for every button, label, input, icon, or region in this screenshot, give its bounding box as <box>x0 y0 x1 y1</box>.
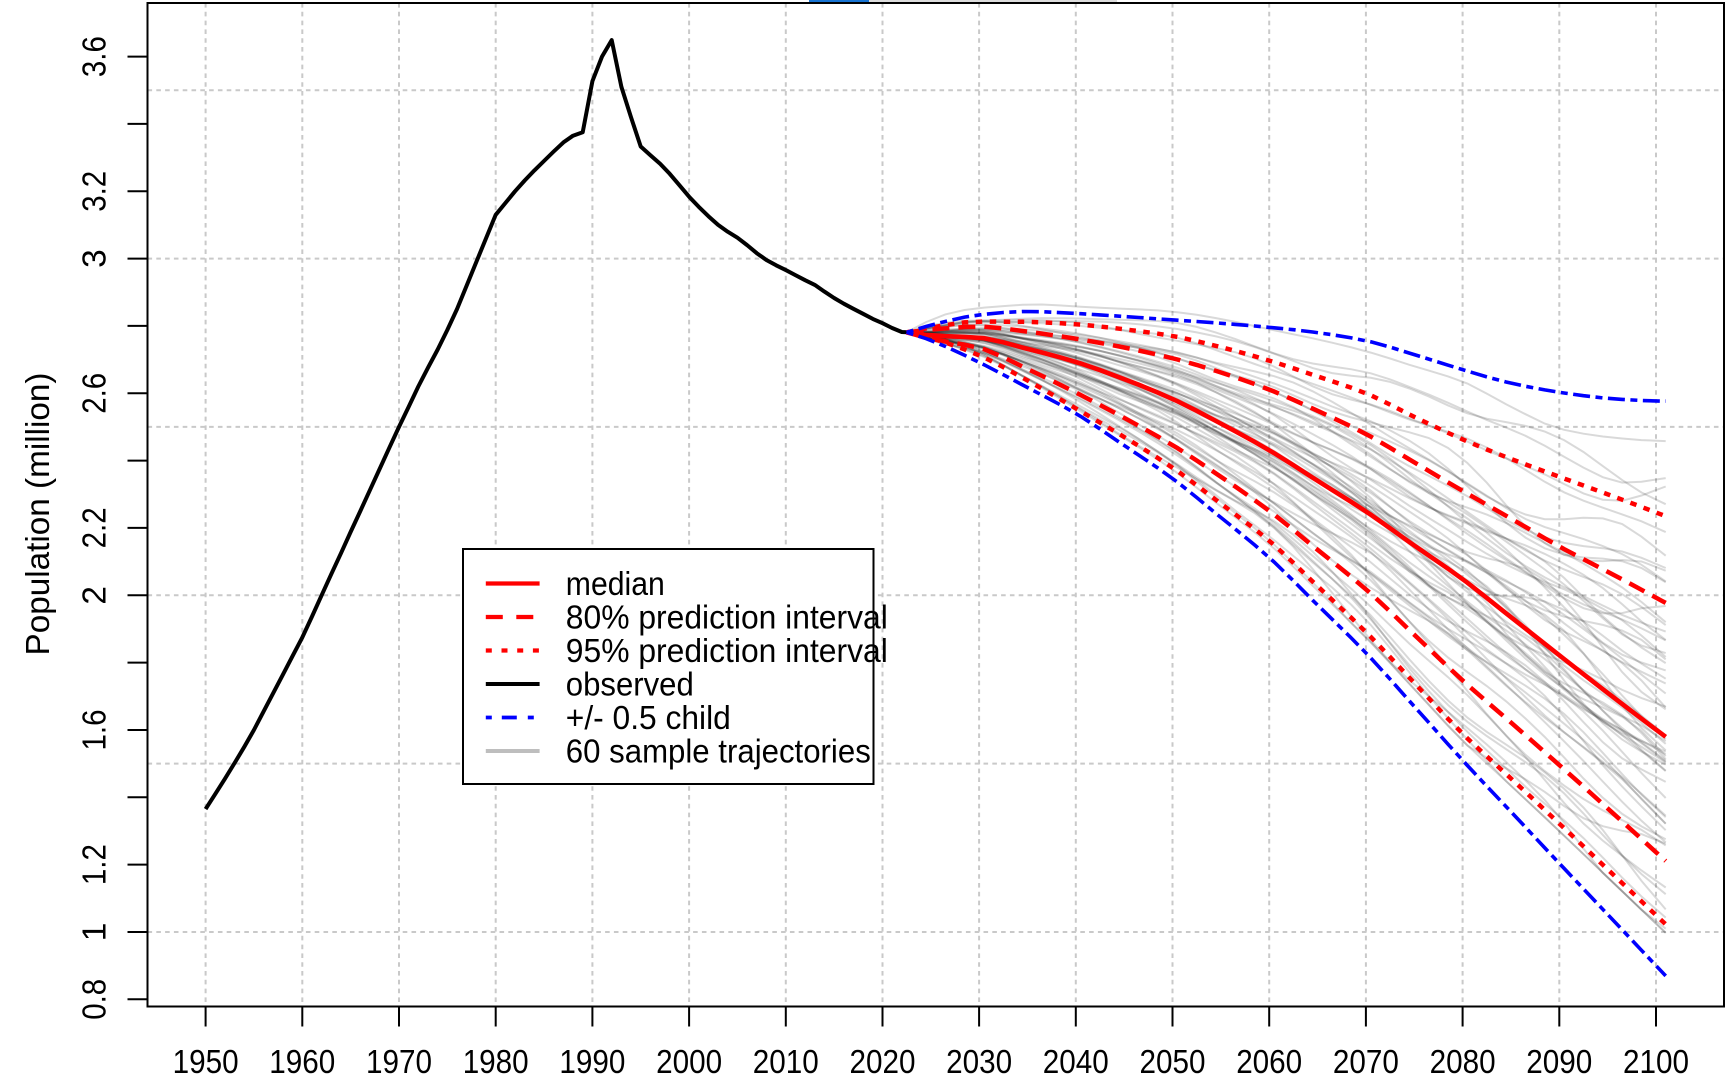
svg-text:1950: 1950 <box>173 1044 239 1080</box>
svg-text:1.2: 1.2 <box>77 844 114 885</box>
svg-text:1990: 1990 <box>559 1044 625 1080</box>
svg-text:2030: 2030 <box>946 1044 1012 1080</box>
svg-text:median: median <box>566 566 665 603</box>
svg-text:2100: 2100 <box>1623 1044 1689 1080</box>
svg-text:80% prediction interval: 80% prediction interval <box>566 600 888 637</box>
svg-text:2.2: 2.2 <box>77 507 114 548</box>
svg-text:1970: 1970 <box>366 1044 432 1080</box>
svg-text:2060: 2060 <box>1236 1044 1302 1080</box>
svg-text:3: 3 <box>77 249 114 268</box>
svg-text:2050: 2050 <box>1140 1044 1206 1080</box>
svg-text:1: 1 <box>77 923 114 942</box>
svg-text:2090: 2090 <box>1526 1044 1592 1080</box>
svg-text:2010: 2010 <box>753 1044 819 1080</box>
svg-text:60 sample trajectories: 60 sample trajectories <box>566 734 871 771</box>
svg-text:2080: 2080 <box>1430 1044 1496 1080</box>
svg-text:1.6: 1.6 <box>77 710 114 751</box>
svg-text:95% prediction interval: 95% prediction interval <box>566 633 888 670</box>
svg-text:2: 2 <box>77 586 114 605</box>
svg-text:observed: observed <box>566 667 694 704</box>
svg-text:1960: 1960 <box>269 1044 335 1080</box>
svg-text:2070: 2070 <box>1333 1044 1399 1080</box>
svg-text:3.2: 3.2 <box>77 171 114 212</box>
svg-text:0.8: 0.8 <box>77 979 114 1020</box>
svg-text:2040: 2040 <box>1043 1044 1109 1080</box>
svg-text:3.6: 3.6 <box>77 36 114 77</box>
svg-text:2.6: 2.6 <box>77 373 114 414</box>
svg-text:1980: 1980 <box>463 1044 529 1080</box>
svg-text:Population (million): Population (million) <box>20 373 57 656</box>
svg-text:2000: 2000 <box>656 1044 722 1080</box>
svg-text:+/- 0.5 child: +/- 0.5 child <box>566 700 731 737</box>
svg-text:2020: 2020 <box>850 1044 916 1080</box>
